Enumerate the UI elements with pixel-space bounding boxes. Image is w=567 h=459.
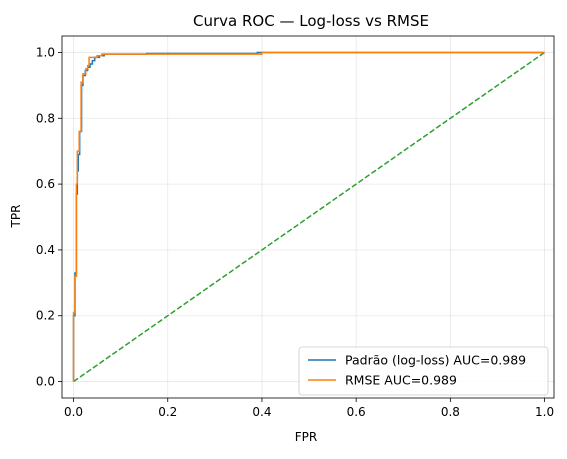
legend: Padrão (log-loss) AUC=0.989 RMSE AUC=0.98… (298, 346, 549, 396)
x-axis-label: FPR (295, 430, 317, 444)
y-tick-label: 0.4 (36, 243, 55, 257)
plot-area (72, 51, 546, 383)
plot-frame (61, 35, 555, 399)
chart-title: Curva ROC — Log-loss vs RMSE (193, 12, 429, 30)
y-tick-label: 0.6 (36, 177, 55, 191)
legend-box (298, 346, 549, 396)
y-tick-label: 0.0 (36, 375, 55, 389)
x-tick-label: 0.2 (158, 405, 177, 419)
x-tick-label: 1.0 (535, 405, 554, 419)
y-axis-label: TPR (9, 205, 23, 229)
legend-entry: RMSE AUC=0.989 (345, 373, 457, 388)
x-tick-label: 0.8 (441, 405, 460, 419)
y-tick-label: 1.0 (36, 45, 55, 59)
x-tick-label: 0.6 (347, 405, 366, 419)
axis-ticks: 0.0 0.2 0.4 0.6 0.8 1.0 0.0 0.2 0.4 0.6 0.8 1.0 (36, 45, 554, 419)
series-line-2 (73, 51, 546, 383)
x-tick-label: 0.0 (64, 405, 83, 419)
y-tick-label: 0.2 (36, 309, 55, 323)
legend-entry: Padrão (log-loss) AUC=0.989 (345, 353, 526, 368)
grid (62, 36, 554, 398)
x-tick-label: 0.4 (252, 405, 271, 419)
series-line-1 (72, 51, 545, 382)
y-tick-label: 0.8 (36, 111, 55, 125)
